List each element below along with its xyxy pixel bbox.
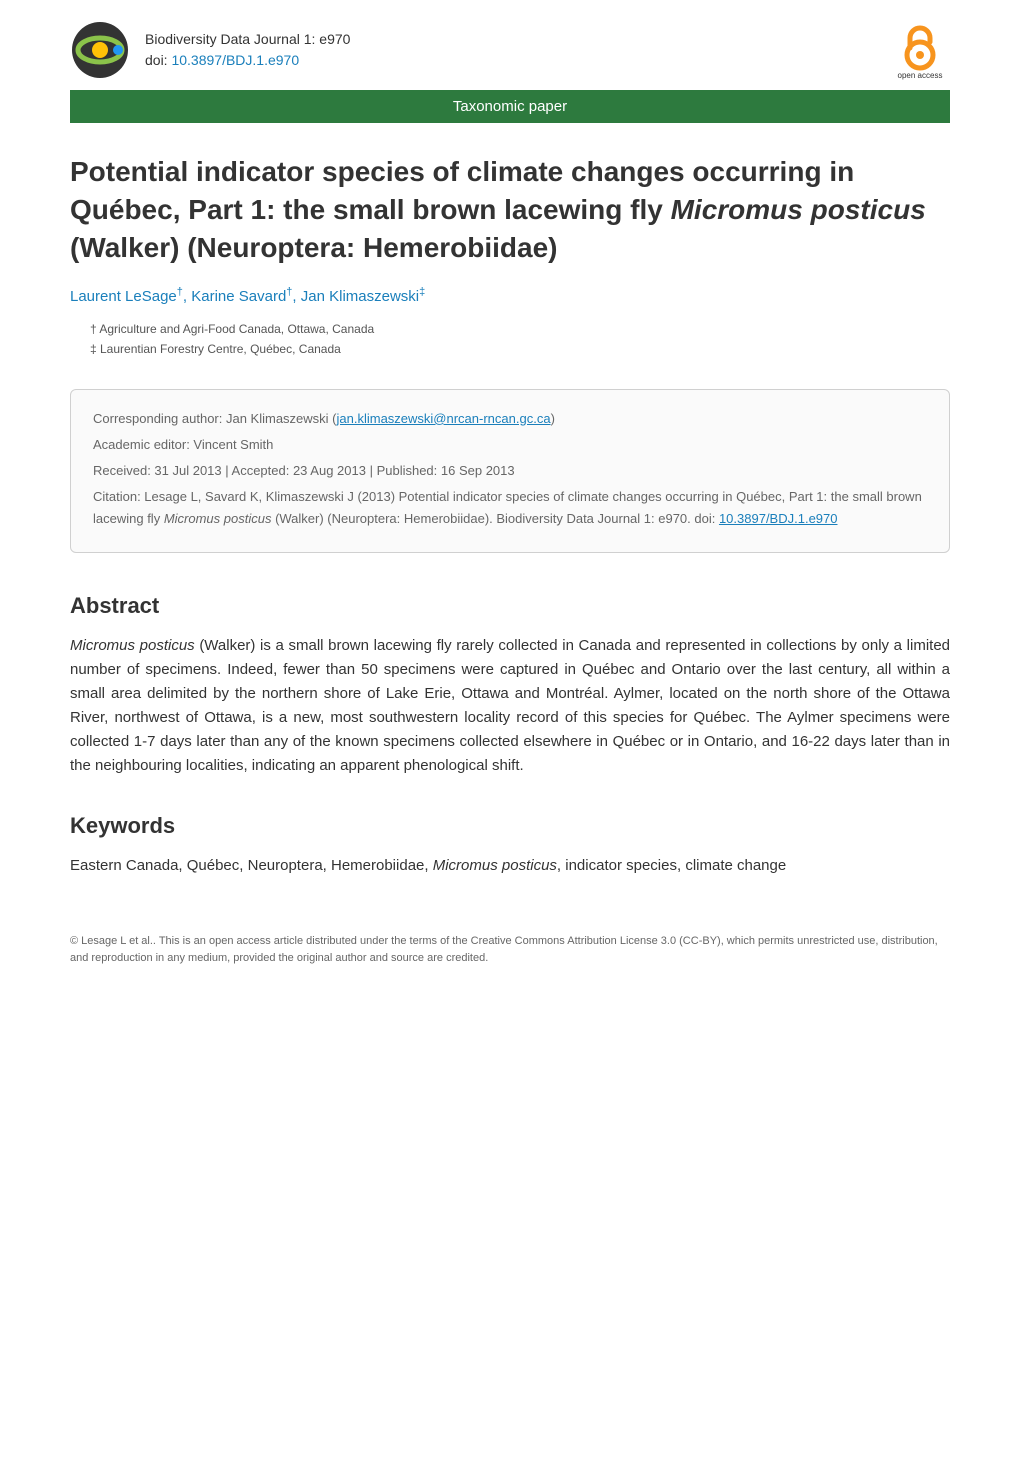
citation-doi-link[interactable]: 10.3897/BDJ.1.e970 <box>719 511 838 526</box>
publication-dates: Received: 31 Jul 2013 | Accepted: 23 Aug… <box>93 460 927 482</box>
corresponding-prefix: Corresponding author: Jan Klimaszewski ( <box>93 411 337 426</box>
abstract-italic: Micromus posticus <box>70 637 199 654</box>
header-bar: Biodiversity Data Journal 1: e970 doi: 1… <box>0 0 1020 90</box>
corresponding-suffix: ) <box>551 411 555 426</box>
citation-part-2: (Walker) (Neuroptera: Hemerobiidae). Bio… <box>271 511 719 526</box>
abstract-text: Micromus posticus (Walker) is a small br… <box>0 634 1020 803</box>
author-2: Karine Savard <box>191 288 286 305</box>
title-part-2: (Walker) (Neuroptera: Hemerobiidae) <box>70 232 558 263</box>
doi-prefix: doi: <box>145 52 171 68</box>
abstract-heading: Abstract <box>0 583 1020 634</box>
journal-logo-icon <box>70 20 130 80</box>
journal-info: Biodiversity Data Journal 1: e970 doi: 1… <box>145 29 350 71</box>
affiliations: † Agriculture and Agri-Food Canada, Otta… <box>0 320 1020 378</box>
doi-link[interactable]: 10.3897/BDJ.1.e970 <box>171 52 299 68</box>
keywords-text: Eastern Canada, Québec, Neuroptera, Heme… <box>0 854 1020 903</box>
affiliation-1: † Agriculture and Agri-Food Canada, Otta… <box>90 320 950 339</box>
author-3: Jan Klimaszewski <box>301 288 419 305</box>
metadata-box: Corresponding author: Jan Klimaszewski (… <box>70 389 950 553</box>
corresponding-email-link[interactable]: jan.klimaszewski@nrcan-rncan.gc.ca <box>337 411 551 426</box>
authors-line: Laurent LeSage†, Karine Savard†, Jan Kli… <box>0 286 1020 320</box>
affiliation-2: ‡ Laurentian Forestry Centre, Québec, Ca… <box>90 340 950 359</box>
citation: Citation: Lesage L, Savard K, Klimaszews… <box>93 486 927 530</box>
keywords-italic: Micromus posticus <box>433 857 557 874</box>
sep-2: , <box>292 288 300 305</box>
paper-type-bar: Taxonomic paper <box>70 90 950 123</box>
doi-line: doi: 10.3897/BDJ.1.e970 <box>145 50 350 71</box>
title-italic: Micromus posticus <box>671 194 926 225</box>
open-access-label: open access <box>898 71 943 80</box>
corresponding-author: Corresponding author: Jan Klimaszewski (… <box>93 408 927 430</box>
abstract-body: (Walker) is a small brown lacewing fly r… <box>70 637 950 774</box>
citation-italic: Micromus posticus <box>164 511 272 526</box>
keywords-part-1: Eastern Canada, Québec, Neuroptera, Heme… <box>70 857 433 874</box>
academic-editor: Academic editor: Vincent Smith <box>93 434 927 456</box>
author-3-sup: ‡ <box>419 286 425 298</box>
sep-1: , <box>183 288 191 305</box>
license-footer: © Lesage L et al.. This is an open acces… <box>0 903 1020 986</box>
author-1: Laurent LeSage <box>70 288 177 305</box>
keywords-part-2: , indicator species, climate change <box>557 857 786 874</box>
open-access-icon: open access <box>890 20 950 80</box>
paper-title: Potential indicator species of climate c… <box>0 123 1020 286</box>
keywords-heading: Keywords <box>0 803 1020 854</box>
journal-title: Biodiversity Data Journal 1: e970 <box>145 29 350 50</box>
